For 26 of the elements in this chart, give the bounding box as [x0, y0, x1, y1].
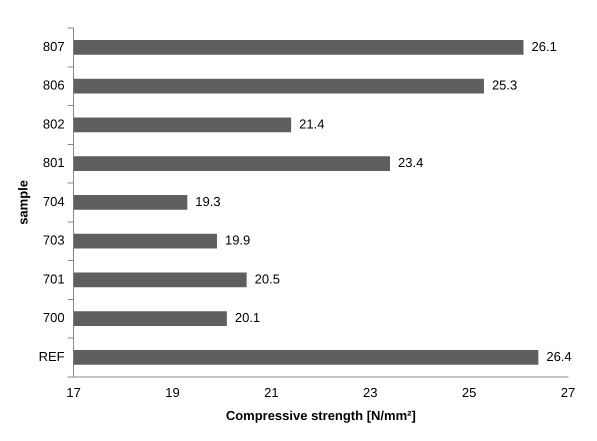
y-tick-label: 806 — [42, 78, 65, 93]
y-tick-label: 704 — [42, 194, 65, 209]
y-tick-label: REF — [38, 349, 65, 364]
data-label: 19.3 — [195, 194, 221, 209]
y-tick-label: 807 — [42, 38, 65, 54]
x-tick-label: 27 — [560, 385, 576, 400]
y-tick-label: 700 — [42, 310, 65, 326]
x-tick-label: 19 — [165, 385, 180, 400]
y-tick-label: 801 — [42, 155, 65, 170]
y-tick-label: 802 — [42, 116, 65, 132]
data-label: 26.1 — [532, 38, 557, 54]
y-axis-title: sample — [15, 180, 30, 225]
x-tick-label: 21 — [264, 385, 279, 400]
data-label: 19.9 — [224, 232, 250, 248]
x-tick-label: 25 — [462, 385, 476, 400]
data-label: 23.4 — [398, 155, 424, 170]
data-label: 20.5 — [254, 271, 280, 286]
x-axis-title: Compressive strength [N/mm²] — [226, 408, 416, 423]
x-tick-label: 23 — [363, 385, 378, 400]
y-tick-label: 701 — [42, 271, 65, 286]
y-tick-label: 703 — [42, 232, 65, 248]
data-label: 26.4 — [546, 349, 572, 364]
data-label: 25.3 — [492, 78, 518, 93]
data-label: 21.4 — [299, 116, 324, 132]
data-label: 20.1 — [234, 310, 260, 326]
x-tick-label: 17 — [66, 385, 81, 400]
